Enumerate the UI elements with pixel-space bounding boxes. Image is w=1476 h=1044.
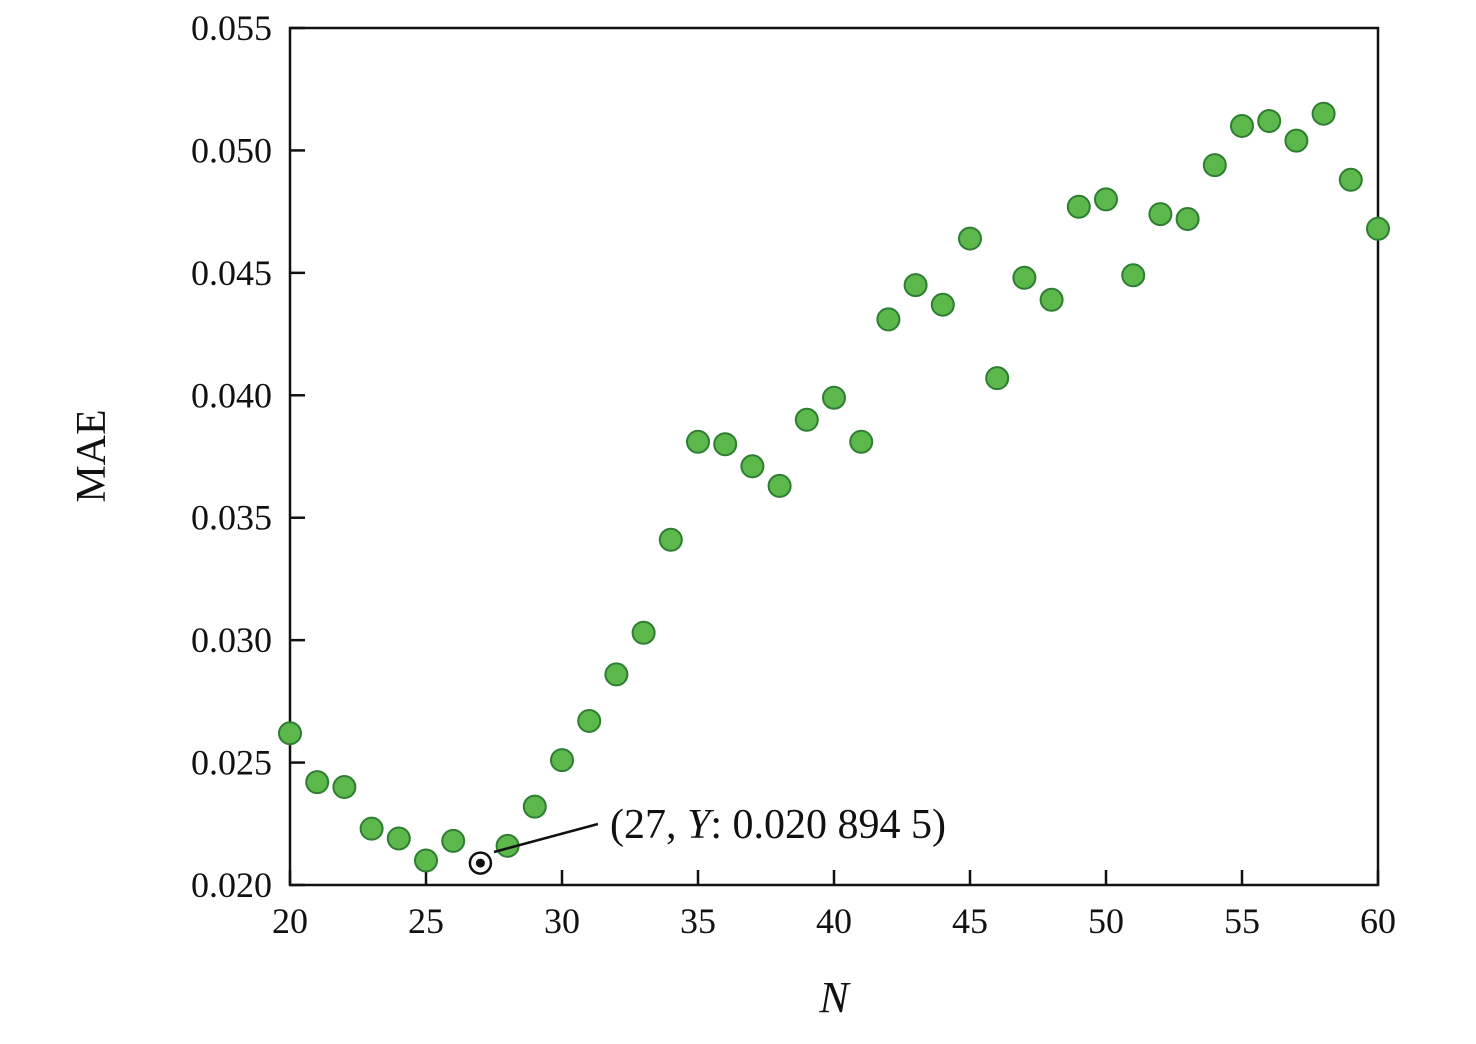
data-point xyxy=(930,292,955,317)
annotation-variable: Y xyxy=(687,802,715,848)
y-axis-label: MAE xyxy=(69,409,115,502)
y-tick-label: 0.050 xyxy=(191,130,272,170)
data-point xyxy=(876,307,901,332)
y-tick-label: 0.025 xyxy=(191,743,272,783)
data-point xyxy=(985,366,1010,391)
x-tick-label: 25 xyxy=(408,901,444,941)
x-tick-label: 35 xyxy=(680,901,716,941)
data-point xyxy=(278,721,302,746)
annotation-point-dot xyxy=(475,858,485,868)
data-point xyxy=(767,473,792,498)
data-point xyxy=(386,826,411,851)
data-point xyxy=(1202,153,1227,178)
axis-ticks: 20 25 30 35 40 45 50 55 60 0.020 0.025 0.030 0.035 0.… xyxy=(191,8,1396,941)
data-point xyxy=(1175,206,1200,231)
data-point xyxy=(1066,194,1091,219)
data-point xyxy=(849,429,874,454)
data-point xyxy=(903,273,928,298)
data-point xyxy=(631,620,656,645)
x-tick-label: 30 xyxy=(544,901,580,941)
data-point xyxy=(550,748,574,773)
data-point xyxy=(1230,113,1254,138)
annotation-label: (27, Y: 0.020 894 5) xyxy=(610,802,946,848)
data-point xyxy=(1094,187,1118,212)
data-point xyxy=(740,454,765,479)
data-point xyxy=(658,527,683,552)
data-point xyxy=(1039,287,1064,312)
y-tick-label: 0.030 xyxy=(191,620,272,660)
y-tick-label: 0.045 xyxy=(191,253,272,293)
x-tick-label: 20 xyxy=(272,901,308,941)
data-point xyxy=(1311,101,1336,126)
x-tick-label: 45 xyxy=(952,901,988,941)
y-tick-label: 0.020 xyxy=(191,865,272,905)
data-point xyxy=(822,385,846,410)
data-point xyxy=(604,662,629,687)
data-point xyxy=(332,775,357,800)
data-point xyxy=(1284,128,1309,153)
y-tick-label: 0.035 xyxy=(191,498,272,538)
y-tick-label: 0.055 xyxy=(191,8,272,48)
data-point xyxy=(1012,265,1037,290)
x-tick-label: 60 xyxy=(1360,901,1396,941)
data-point xyxy=(1148,202,1173,227)
data-point xyxy=(1121,263,1146,288)
y-tick-label: 0.040 xyxy=(191,375,272,415)
data-points xyxy=(278,101,1390,873)
annotation-marker xyxy=(468,851,493,875)
data-point xyxy=(305,770,330,795)
data-point xyxy=(1366,216,1390,241)
x-tick-label: 50 xyxy=(1088,901,1124,941)
data-point xyxy=(577,708,602,733)
data-point xyxy=(414,848,438,873)
data-point xyxy=(713,432,738,457)
annotation-line xyxy=(493,822,599,854)
data-point xyxy=(522,794,547,819)
annotation-prefix: (27, xyxy=(610,802,687,848)
data-point xyxy=(958,226,982,251)
data-point xyxy=(794,407,819,432)
x-tick-label: 55 xyxy=(1224,901,1260,941)
x-axis-label: N xyxy=(818,973,851,1022)
data-point xyxy=(1338,167,1363,192)
data-point xyxy=(686,429,710,454)
data-point xyxy=(441,828,466,853)
data-point xyxy=(359,816,384,841)
annotation-suffix: : 0.020 894 5) xyxy=(710,802,946,848)
data-point xyxy=(1257,109,1282,134)
x-tick-label: 40 xyxy=(816,901,852,941)
